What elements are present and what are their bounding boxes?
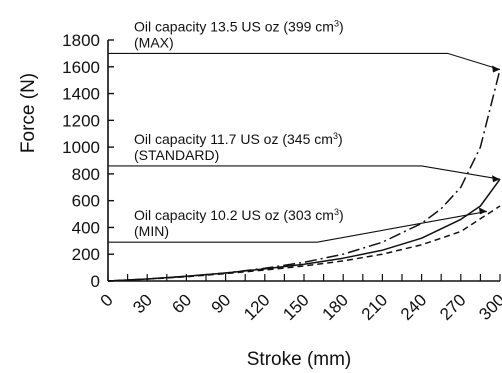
- y-tick-label: 400: [72, 218, 100, 237]
- leader-line-max: [108, 52, 501, 71]
- annotation-leaders: [108, 52, 501, 243]
- annotation-line2-max: (MAX): [134, 34, 174, 50]
- series-line-min: [107, 205, 501, 282]
- x-tick-label: 90: [208, 290, 235, 317]
- y-tick-label: 1600: [62, 58, 100, 77]
- series-line-max: [107, 69, 501, 282]
- y-tick-label: 200: [72, 245, 100, 264]
- x-tick-label: 210: [358, 290, 391, 323]
- series-lines: [107, 69, 501, 282]
- y-tick-label: 1200: [62, 111, 100, 130]
- annotation-line1-min: Oil capacity 10.2 US oz (303 cm3): [134, 207, 344, 223]
- x-axis-title: Stroke (mm): [247, 349, 352, 370]
- leader-arrowhead-max: [492, 65, 500, 73]
- y-tick-label: 1000: [62, 138, 100, 157]
- leader-line-standard: [108, 165, 501, 180]
- y-tick-label: 600: [72, 192, 100, 211]
- y-axis-title: Force (N): [18, 73, 39, 153]
- annotation-line1-standard: Oil capacity 11.7 US oz (345 cm3): [134, 131, 343, 147]
- annotation-line2-standard: (STANDARD): [134, 147, 219, 163]
- x-tick-label: 150: [279, 290, 312, 323]
- x-tick-label: 270: [436, 290, 469, 323]
- y-tick-label: 1400: [62, 85, 100, 104]
- leader-arrowhead-standard: [492, 175, 500, 183]
- x-tick-label: 300: [475, 290, 502, 323]
- y-tick-label: 800: [72, 165, 100, 184]
- y-tick-label: 1800: [62, 31, 100, 50]
- x-tick-label: 180: [319, 290, 352, 323]
- x-tick-label: 240: [397, 290, 430, 323]
- x-tick-label: 0: [97, 290, 117, 310]
- y-tick-label: 0: [91, 272, 100, 291]
- x-tick-label: 60: [168, 290, 195, 317]
- leader-arrowhead-min: [478, 207, 487, 215]
- x-tick-label: 30: [129, 290, 156, 317]
- annotation-line1-max: Oil capacity 13.5 US oz (399 cm3): [134, 18, 344, 34]
- annotations: Oil capacity 13.5 US oz (399 cm3)(MAX) Oi…: [134, 18, 344, 239]
- annotation-line2-min: (MIN): [134, 223, 169, 239]
- x-tick-label: 120: [240, 290, 273, 323]
- leader-line-min: [108, 210, 487, 243]
